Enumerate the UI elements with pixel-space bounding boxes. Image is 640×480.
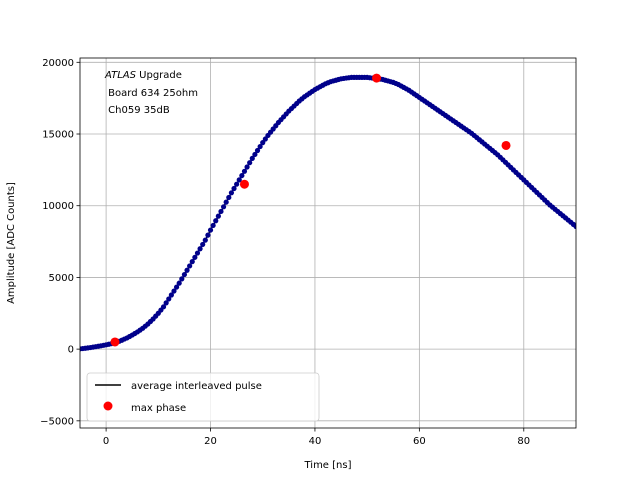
pulse-point: [257, 143, 263, 150]
pulse-point: [260, 140, 266, 146]
x-tick-label: 60: [413, 436, 426, 447]
pulse-point: [231, 185, 237, 192]
max-phase-point: [501, 140, 511, 150]
pulse-point: [244, 164, 250, 170]
x-tick-label: 80: [517, 436, 530, 447]
pulse-point: [160, 304, 167, 310]
legend-entry-max-phase: max phase: [131, 403, 186, 414]
pulse-point: [218, 208, 224, 215]
x-axis-label: Time [ns]: [303, 460, 351, 471]
annotation: ATLAS Upgrade Board 634 25ohm Ch059 35dB: [104, 70, 198, 116]
legend-marker-swatch: [103, 401, 113, 411]
pulse-point: [179, 276, 185, 282]
pulse-point: [166, 296, 172, 302]
pulse-point: [223, 199, 229, 205]
plot-frame: [79, 57, 577, 429]
pulse-point: [189, 259, 195, 265]
pulse-point: [213, 218, 219, 224]
pulse-point: [181, 271, 188, 278]
legend-entry-average-pulse: average interleaved pulse: [131, 381, 262, 392]
pulse-point: [247, 160, 253, 166]
plot-data: [80, 73, 576, 352]
annotation-channel: Ch059 35dB: [105, 105, 170, 116]
max-phase-point: [372, 73, 382, 83]
pulse-point: [187, 263, 193, 269]
pulse-point: [262, 136, 268, 142]
x-tick-label: 40: [309, 436, 322, 447]
max-phase-point: [110, 337, 120, 347]
annotation-board: Board 634 25ohm: [105, 88, 198, 99]
pulse-point: [205, 232, 211, 238]
y-axis-label: Amplitude [ADC Counts]: [6, 182, 17, 304]
y-tick-label: 5000: [49, 273, 74, 284]
pulse-point: [241, 168, 248, 174]
pulse-point: [194, 250, 201, 256]
legend: average interleaved pulse max phase: [86, 372, 320, 422]
pulse-point: [252, 151, 258, 158]
pulse-point: [210, 222, 216, 229]
pulse-point: [207, 227, 214, 233]
pulse-point: [171, 288, 177, 294]
pulse-point: [176, 280, 182, 286]
svg-text:ATLAS Upgrade: ATLAS Upgrade: [104, 70, 182, 81]
x-tick-label: 20: [204, 436, 217, 447]
grid: [80, 58, 576, 428]
pulse-point: [192, 254, 198, 260]
pulse-point: [215, 213, 221, 219]
annotation-upgrade: Upgrade: [136, 70, 182, 81]
annotation-atlas: ATLAS: [104, 70, 137, 81]
pulse-point: [226, 194, 232, 201]
pulse-point: [184, 267, 190, 273]
axis-ticks: 0 20 40 60 80 −5000 0 5000 10000 15000 20000: [40, 58, 530, 447]
pulse-point: [573, 223, 576, 230]
pulse-point: [236, 177, 242, 183]
pulse-point: [197, 246, 203, 252]
pulse-point: [228, 190, 235, 196]
pulse-point: [249, 155, 255, 161]
pulse-point: [200, 241, 206, 248]
y-tick-label: 10000: [42, 201, 74, 212]
pulse-point: [239, 172, 245, 179]
pulse-point: [173, 284, 180, 290]
pulse-point: [168, 292, 174, 298]
y-tick-label: 15000: [42, 130, 74, 141]
max-phase-point: [239, 179, 249, 189]
pulse-point: [163, 300, 169, 306]
pulse-point: [254, 147, 261, 154]
y-tick-label: −5000: [40, 416, 74, 427]
y-tick-label: 0: [68, 345, 74, 356]
pulse-point: [202, 237, 208, 243]
legend-box: [86, 372, 320, 422]
y-tick-label: 20000: [42, 58, 74, 69]
x-tick-label: 0: [103, 436, 109, 447]
pulse-point: [234, 181, 240, 187]
pulse-point: [220, 204, 227, 210]
